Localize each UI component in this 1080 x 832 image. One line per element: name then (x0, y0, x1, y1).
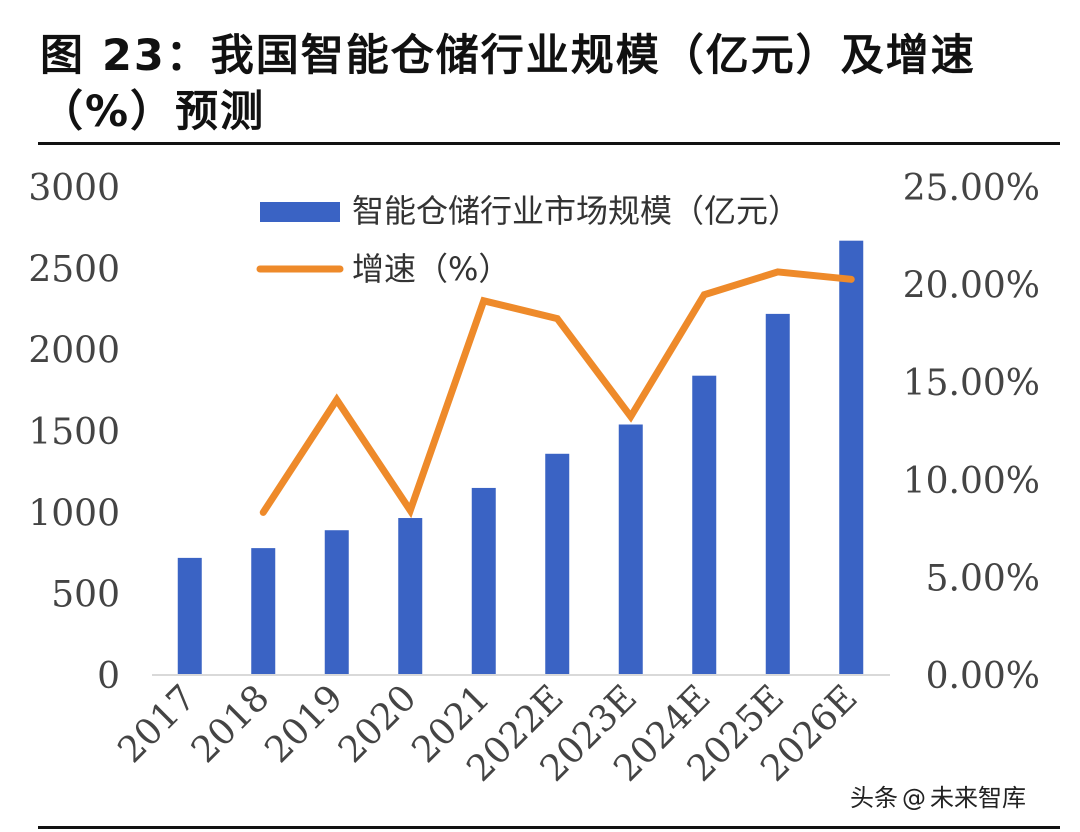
right-tick-label: 20.00% (903, 266, 1040, 307)
bar-2018 (251, 548, 276, 675)
bar-2023E (618, 424, 643, 675)
growth-point-2026E (850, 278, 853, 281)
category-label: 2017 (110, 677, 204, 771)
growth-point-2023E (629, 415, 632, 418)
legend-bar-label: 智能仓储行业市场规模（亿元） (352, 192, 800, 230)
figure-title: 图 23：我国智能仓储行业规模（亿元）及增速（%）预测 (40, 31, 976, 137)
bar-2019 (324, 530, 349, 675)
legend: 智能仓储行业市场规模（亿元） 增速（%） (256, 192, 800, 288)
bar-2024E (692, 375, 717, 675)
growth-point-2019 (335, 398, 338, 401)
growth-point-2024E (703, 293, 706, 296)
bar-2017 (177, 557, 202, 675)
left-tick-label: 500 (51, 575, 120, 616)
left-axis-ticks: 0 500 1000 1500 2000 2500 3000 (28, 168, 120, 697)
right-tick-label: 25.00% (903, 168, 1040, 209)
bar-2022E (545, 453, 570, 675)
bar-2025E (765, 313, 790, 675)
right-tick-label: 0.00% (926, 656, 1040, 697)
category-label: 2019 (257, 677, 351, 771)
left-tick-label: 2000 (28, 331, 120, 372)
bar-2026E (839, 240, 864, 675)
category-label: 2020 (331, 677, 425, 771)
title-rule (38, 142, 1060, 145)
bar-series (177, 240, 864, 675)
category-labels: 201720182019202020212022E2023E2024E2025E… (110, 677, 865, 789)
right-tick-label: 10.00% (903, 461, 1040, 502)
growth-point-2018 (262, 511, 265, 514)
left-tick-label: 3000 (28, 168, 120, 209)
category-label: 2018 (184, 677, 278, 771)
legend-line-label: 增速（%） (352, 250, 510, 288)
bar-2020 (398, 518, 423, 675)
right-tick-label: 15.00% (903, 363, 1040, 404)
watermark-prefix: 头条 (850, 784, 898, 812)
watermark: 头条 @ 未来智库 (850, 778, 1026, 813)
left-tick-label: 1500 (28, 412, 120, 453)
left-tick-label: 2500 (28, 249, 120, 290)
watermark-at: @ (902, 784, 926, 812)
growth-point-2021 (482, 299, 485, 302)
growth-point-2025E (776, 270, 779, 273)
left-tick-label: 1000 (28, 493, 120, 534)
right-axis-ticks: 0.00% 5.00% 10.00% 15.00% 20.00% 25.00% (903, 168, 1040, 697)
bottom-rule (38, 826, 1060, 829)
right-tick-label: 5.00% (926, 558, 1040, 599)
growth-point-2020 (409, 509, 412, 512)
bar-2021 (471, 487, 496, 675)
watermark-name: 未来智库 (930, 784, 1026, 812)
left-tick-label: 0 (97, 656, 120, 697)
growth-point-2022E (556, 317, 559, 320)
legend-bar-swatch (260, 202, 340, 222)
